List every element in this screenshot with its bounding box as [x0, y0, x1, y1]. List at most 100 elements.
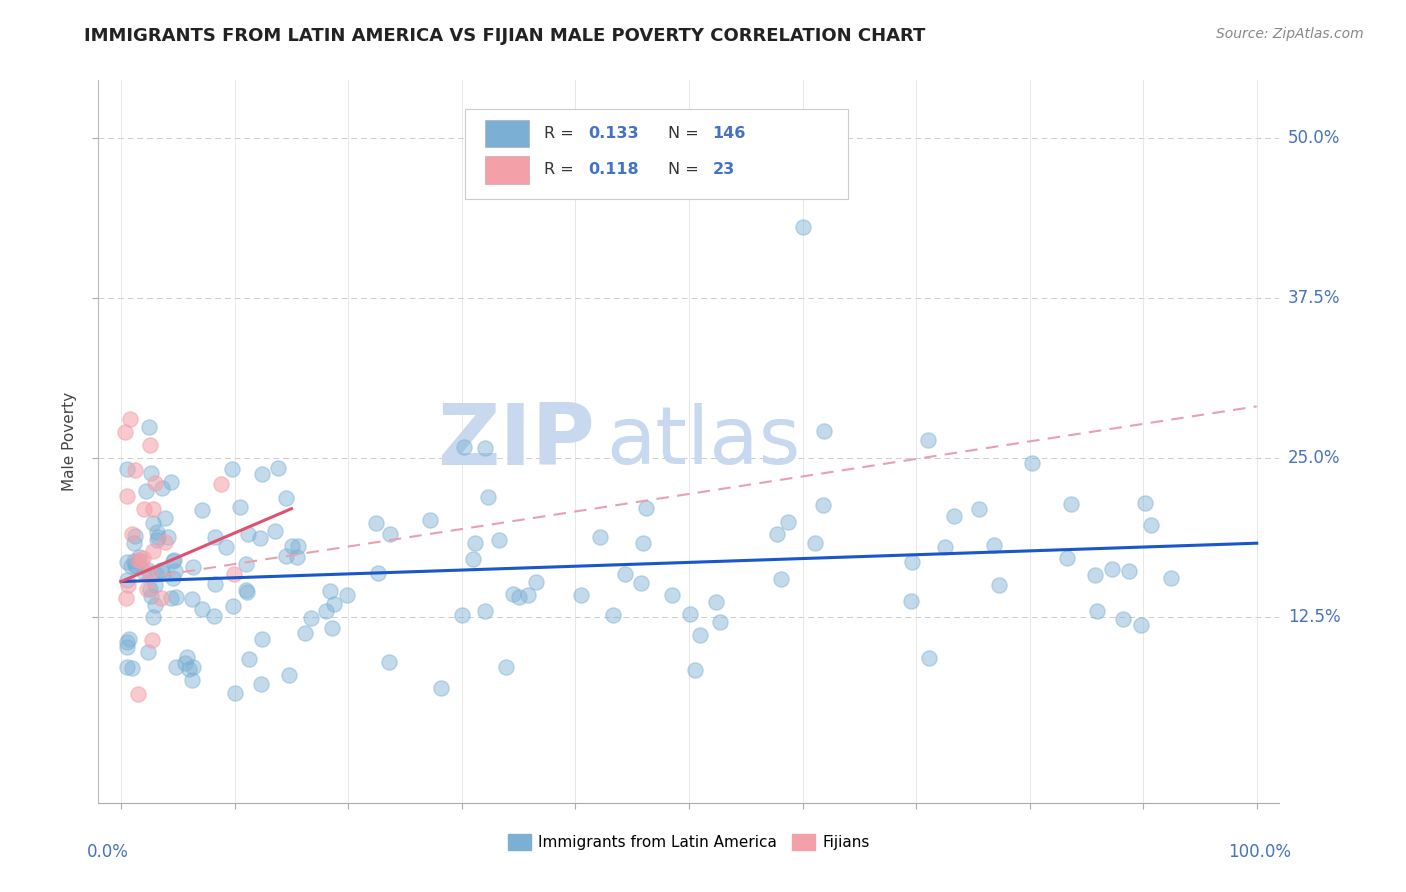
Point	[221, 462, 243, 476]
Point	[776, 515, 799, 529]
Point	[162, 571, 184, 585]
Point	[765, 527, 787, 541]
Point	[987, 578, 1010, 592]
Point	[129, 554, 152, 568]
Point	[127, 554, 149, 568]
Point	[983, 538, 1005, 552]
Point	[301, 610, 323, 624]
Point	[250, 467, 273, 481]
Point	[115, 555, 138, 569]
Point	[115, 660, 138, 674]
Point	[430, 681, 453, 695]
Point	[614, 566, 637, 581]
Point	[285, 550, 308, 565]
Point	[204, 529, 226, 543]
Point	[149, 591, 172, 606]
Point	[211, 477, 233, 491]
Text: N =: N =	[668, 161, 703, 177]
Point	[136, 582, 159, 596]
Point	[124, 529, 146, 543]
Point	[689, 627, 711, 641]
Point	[222, 567, 245, 582]
Point	[139, 582, 162, 597]
Point	[117, 635, 139, 649]
Point	[319, 583, 342, 598]
Point	[132, 501, 155, 516]
Point	[202, 609, 225, 624]
Point	[250, 632, 273, 647]
FancyBboxPatch shape	[485, 120, 530, 147]
Point	[813, 424, 835, 438]
Point	[115, 640, 138, 654]
Point	[524, 575, 547, 590]
Point	[180, 673, 202, 687]
Point	[181, 560, 204, 574]
Point	[900, 594, 922, 608]
Point	[124, 558, 146, 572]
Point	[943, 509, 966, 524]
Point	[139, 589, 162, 603]
Point	[204, 577, 226, 591]
Text: Source: ZipAtlas.com: Source: ZipAtlas.com	[1216, 27, 1364, 41]
Point	[918, 651, 941, 665]
Point	[138, 566, 160, 580]
Point	[249, 531, 271, 545]
Point	[463, 551, 485, 566]
Point	[127, 553, 149, 567]
Point	[149, 563, 172, 577]
Point	[315, 604, 337, 618]
Point	[150, 481, 173, 495]
Point	[160, 591, 183, 605]
Text: 0.133: 0.133	[589, 126, 640, 141]
Point	[142, 610, 165, 624]
Point	[294, 626, 316, 640]
Point	[235, 582, 257, 597]
Point	[165, 591, 187, 605]
Point	[156, 530, 179, 544]
Point	[683, 663, 706, 677]
Point	[502, 587, 524, 601]
Point	[229, 500, 252, 514]
Point	[121, 558, 143, 573]
Text: atlas: atlas	[606, 402, 800, 481]
Point	[367, 566, 389, 580]
Point	[176, 650, 198, 665]
Text: R =: R =	[544, 161, 578, 177]
Point	[191, 502, 214, 516]
Point	[143, 476, 166, 491]
Point	[235, 558, 257, 572]
Point	[162, 554, 184, 568]
Point	[139, 438, 162, 452]
Point	[287, 539, 309, 553]
FancyBboxPatch shape	[485, 156, 530, 184]
Text: 146: 146	[713, 126, 747, 141]
Point	[238, 652, 260, 666]
Point	[177, 662, 200, 676]
Point	[378, 526, 401, 541]
Point	[128, 549, 150, 564]
Point	[474, 604, 496, 618]
Point	[1085, 604, 1108, 618]
Point	[115, 574, 138, 588]
Point	[122, 536, 145, 550]
Point	[222, 599, 245, 613]
Point	[709, 615, 731, 630]
Point	[571, 588, 593, 602]
Point	[811, 498, 834, 512]
Point	[477, 491, 499, 505]
Text: 23: 23	[713, 161, 735, 177]
Point	[508, 590, 530, 604]
Point	[165, 660, 187, 674]
Point	[488, 533, 510, 547]
Point	[631, 536, 654, 550]
Point	[1118, 565, 1140, 579]
Point	[1129, 617, 1152, 632]
Point	[146, 524, 169, 539]
Point	[174, 656, 197, 670]
Point	[121, 527, 143, 541]
Point	[238, 527, 260, 541]
Point	[264, 524, 287, 538]
Text: IMMIGRANTS FROM LATIN AMERICA VS FIJIAN MALE POVERTY CORRELATION CHART: IMMIGRANTS FROM LATIN AMERICA VS FIJIAN …	[84, 27, 925, 45]
Point	[236, 584, 259, 599]
Point	[661, 588, 683, 602]
